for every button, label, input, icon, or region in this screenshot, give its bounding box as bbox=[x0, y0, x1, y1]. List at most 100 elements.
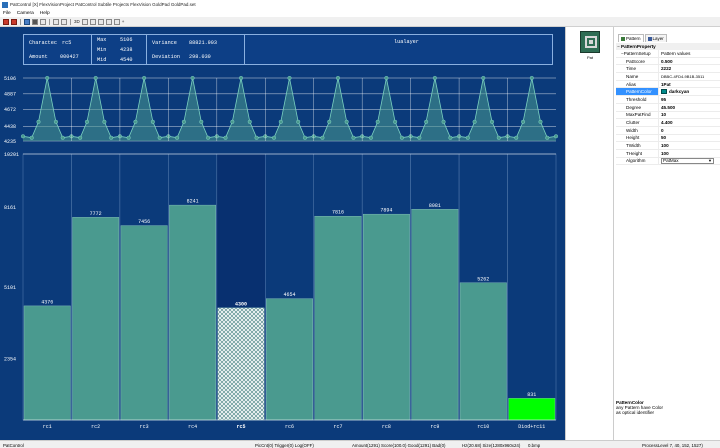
property-key: THeight bbox=[616, 149, 659, 157]
bar-rc10 bbox=[459, 282, 507, 421]
bar-column-Diod+rc11 bbox=[507, 153, 557, 421]
algorithm-select-value: PatMax bbox=[663, 158, 679, 164]
line-chart-point bbox=[239, 75, 244, 80]
property-row[interactable]: Threshold 95 bbox=[616, 96, 720, 104]
line-chart-point bbox=[490, 119, 495, 124]
tab-layer[interactable]: Layer bbox=[644, 34, 667, 42]
property-row[interactable]: Clutter 4.400 bbox=[616, 119, 720, 127]
line-chart-area bbox=[23, 78, 556, 141]
line-chart-point bbox=[432, 75, 437, 80]
property-value[interactable]: 1Pat bbox=[661, 81, 671, 87]
line-chart-point bbox=[133, 119, 138, 124]
property-value[interactable]: darkcyan bbox=[659, 88, 720, 95]
line-chart-y-tick: 5106 bbox=[4, 76, 16, 82]
min-label: Min bbox=[97, 47, 107, 53]
bar-Diod+rc11 bbox=[508, 398, 556, 421]
line-chart-point bbox=[175, 135, 180, 140]
property-row[interactable]: MaxPatFind 10 bbox=[616, 111, 720, 120]
property-row-selected[interactable]: PatternColor darkcyan bbox=[616, 88, 720, 97]
line-chart-point bbox=[399, 135, 404, 140]
property-value[interactable]: DBBC-4FD4-9B1B-3511 bbox=[661, 73, 705, 79]
bar-category-label: rc3 bbox=[140, 424, 149, 430]
property-row[interactable]: Algorithm PatMax ▼ bbox=[616, 157, 720, 166]
property-row[interactable]: PatScore 0.500 bbox=[616, 57, 720, 66]
group-pattern-property-label: PatternProperty bbox=[621, 44, 656, 49]
menu-camera[interactable]: Camera bbox=[16, 10, 34, 16]
property-value[interactable]: 0.500 bbox=[661, 58, 673, 64]
menu-file[interactable]: File bbox=[3, 10, 11, 16]
algorithm-select[interactable]: PatMax ▼ bbox=[661, 157, 714, 164]
collapse-icon[interactable]: − bbox=[621, 50, 624, 56]
settings-icon[interactable] bbox=[113, 18, 120, 25]
line-chart-point bbox=[142, 75, 147, 80]
pause-icon[interactable] bbox=[32, 18, 38, 25]
line-chart-point bbox=[53, 119, 58, 124]
property-row[interactable]: Width 0 bbox=[616, 126, 720, 135]
property-row[interactable]: Height 50 bbox=[616, 134, 720, 143]
add-button[interactable]: + bbox=[121, 19, 125, 24]
side-panel: Pat Pattern Layer − PatternProperty − Pa… bbox=[565, 27, 720, 440]
variance-cell: Variance 88821.903 Deviation 298.030 bbox=[147, 35, 245, 64]
menu-help[interactable]: Help bbox=[39, 10, 50, 16]
property-key: PatScore bbox=[616, 57, 659, 65]
property-value[interactable]: 100 bbox=[661, 150, 669, 156]
line-chart-point bbox=[29, 135, 34, 140]
grid-icon[interactable] bbox=[81, 18, 88, 25]
property-row[interactable]: THeight 100 bbox=[616, 149, 720, 158]
property-row[interactable]: Alias 1Pat bbox=[616, 80, 720, 89]
wrench-icon[interactable] bbox=[61, 18, 67, 25]
bar-rc4 bbox=[169, 204, 217, 421]
window-icon[interactable] bbox=[89, 18, 96, 25]
line-chart-point bbox=[303, 135, 308, 140]
line-chart-point bbox=[93, 75, 98, 80]
property-value[interactable]: 45.500 bbox=[661, 104, 676, 110]
property-value[interactable]: 10 bbox=[661, 112, 667, 118]
property-value[interactable]: 4.400 bbox=[661, 120, 673, 126]
property-row[interactable]: Degree 45.500 bbox=[616, 103, 720, 112]
property-row[interactable]: TWidth 100 bbox=[616, 142, 720, 150]
image-icon[interactable] bbox=[97, 18, 104, 25]
property-grid: − PatternProperty − PatternSetup Pattern… bbox=[616, 43, 720, 166]
property-value[interactable]: PatMax ▼ bbox=[659, 157, 720, 165]
stop-icon[interactable] bbox=[11, 18, 17, 25]
zoom-icon[interactable] bbox=[53, 18, 59, 25]
play-icon[interactable] bbox=[24, 18, 30, 25]
description-line: as optical identifier bbox=[616, 410, 655, 416]
property-row[interactable]: Name DBBC-4FD4-9B1B-3511 bbox=[616, 73, 720, 81]
bar-rc2 bbox=[72, 217, 120, 421]
property-value[interactable]: 0 bbox=[661, 127, 664, 133]
group-pattern-property[interactable]: − PatternProperty bbox=[616, 43, 720, 50]
collapse-icon[interactable]: − bbox=[617, 44, 620, 49]
property-key: Threshold bbox=[616, 96, 659, 103]
property-key: Height bbox=[616, 134, 659, 142]
line-chart-point bbox=[109, 135, 114, 140]
property-value[interactable]: 100 bbox=[661, 143, 669, 149]
thumbnail-label: Pat bbox=[586, 55, 593, 60]
property-value[interactable]: 2222 bbox=[661, 66, 672, 72]
tab-pattern[interactable]: Pattern bbox=[618, 34, 644, 42]
line-chart-point bbox=[481, 75, 486, 80]
group-pattern-setup[interactable]: − PatternSetup Pattern values bbox=[616, 50, 720, 58]
toolbar-separator bbox=[49, 18, 50, 25]
line-chart-point bbox=[206, 135, 211, 140]
status-rate: Hz(20.68) Size(1280x960x24) bbox=[462, 442, 521, 448]
character-label: Charactec bbox=[29, 40, 58, 46]
record-icon[interactable] bbox=[3, 18, 9, 25]
bar-category-label: rc5 bbox=[237, 424, 246, 430]
line-chart-point bbox=[521, 119, 526, 124]
3d-button[interactable]: 3D bbox=[74, 19, 80, 24]
line-chart-point bbox=[514, 135, 519, 140]
line-chart-point bbox=[181, 119, 186, 124]
bar-rc6 bbox=[266, 298, 313, 421]
property-value[interactable]: 95 bbox=[661, 96, 667, 102]
group-pattern-setup-label: PatternSetup bbox=[623, 50, 651, 56]
toolbar: 3D + bbox=[0, 17, 720, 27]
pattern-thumbnail[interactable] bbox=[580, 31, 600, 53]
property-row[interactable]: Time 2222 bbox=[616, 65, 720, 74]
property-value[interactable]: 50 bbox=[661, 135, 667, 141]
step-icon[interactable] bbox=[40, 18, 46, 25]
property-key: TWidth bbox=[616, 142, 659, 149]
pattern-tab-icon bbox=[621, 36, 625, 41]
layer-name: lualayer bbox=[394, 39, 419, 45]
layers-icon[interactable] bbox=[105, 18, 112, 25]
